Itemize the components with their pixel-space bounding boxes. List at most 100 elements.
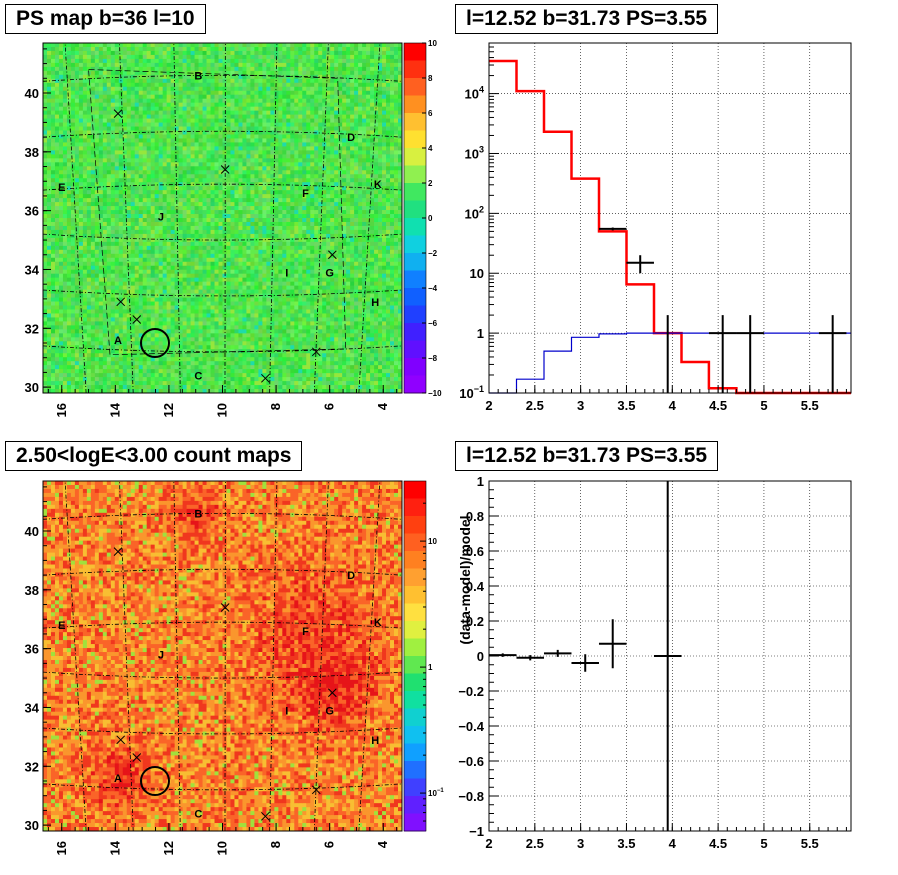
spectrum-x-tick-label: 3 xyxy=(577,398,584,413)
count-map-source-cross xyxy=(113,547,123,556)
spectrum-y-tick-label: 1 xyxy=(477,326,484,341)
colorbar-cell xyxy=(404,95,426,114)
model-total-line xyxy=(489,59,851,395)
colorbar-cell xyxy=(404,621,426,639)
count-map-colorbar: 10 1 10−1 xyxy=(403,480,444,832)
count-map-y-tick-label: 38 xyxy=(25,583,39,598)
count-map-colorbar-label: 1 xyxy=(428,663,433,672)
ps-map-colorbar-label: 8 xyxy=(428,74,433,83)
residual-y-tick-label: −0.4 xyxy=(458,719,484,734)
colorbar-cell xyxy=(404,218,426,236)
residual-x-tick-label: 4.5 xyxy=(709,836,727,851)
ps-map-source-label: A xyxy=(114,335,122,347)
residual-y-tick-label: 0 xyxy=(477,649,484,664)
colorbar-cell xyxy=(404,165,426,184)
ps-map-colorbar-label: 4 xyxy=(428,144,433,153)
grid-longitude-line xyxy=(173,480,181,832)
ps-map-x-tick-label: 10 xyxy=(215,403,230,417)
count-map-y-tick-label: 30 xyxy=(25,818,39,833)
spectrum-title: l=12.52 b=31.73 PS=3.55 xyxy=(455,4,719,34)
ps-map-y-tick-label: 38 xyxy=(25,145,39,160)
ps-map-colorbar-label: 10 xyxy=(428,39,437,48)
colorbar-cell xyxy=(404,638,426,657)
spectrum-y-tick-label: 10−1 xyxy=(459,384,484,401)
colorbar-cell xyxy=(404,323,426,341)
count-map: B D E F K J I G H A C 16 14 12 10 8 6 4 40 38 36 34 32 30 10 1 10−… xyxy=(25,480,444,855)
count-map-source-label: J xyxy=(158,650,164,662)
colorbar-cell xyxy=(404,113,426,131)
residual-x-tick-label: 3 xyxy=(577,836,584,851)
residual-y-tick-label: −0.2 xyxy=(458,684,484,699)
grid-latitude-line xyxy=(42,513,403,520)
residual-x-tick-label: 3.5 xyxy=(617,836,635,851)
colorbar-cell xyxy=(404,148,426,166)
count-map-title: 2.50<logE<3.00 count maps xyxy=(5,441,303,471)
spectrum-y-tick-label: 102 xyxy=(465,204,484,221)
ps-map-colorbar-label: −2 xyxy=(428,249,438,258)
colorbar-cell xyxy=(404,375,426,394)
grid-latitude-line xyxy=(42,783,403,791)
grid-latitude-line xyxy=(42,130,403,138)
colorbar-cell xyxy=(404,586,426,604)
colorbar-cell xyxy=(404,305,426,324)
residual-x-tick-label: 5 xyxy=(760,836,767,851)
residual-title: l=12.52 b=31.73 PS=3.55 xyxy=(455,441,719,471)
count-map-source-circle xyxy=(139,766,170,796)
spectrum-frame xyxy=(488,42,852,394)
ps-map-colorbar-label: 0 xyxy=(428,214,433,223)
ps-map-title: PS map b=36 l=10 xyxy=(5,4,206,34)
ps-map-colorbar-label: −8 xyxy=(428,354,438,363)
count-map-colorbar-label: 10−1 xyxy=(428,788,444,798)
ps-map-colorbar-label: −4 xyxy=(428,284,438,293)
residual-x-tick-label: 2.5 xyxy=(526,836,544,851)
colorbar-cell xyxy=(404,200,426,219)
spectrum-x-tick-label: 4 xyxy=(669,398,677,413)
ps-map-colorbar-label: −10 xyxy=(428,389,442,398)
grid-longitude-line xyxy=(173,42,181,394)
colorbar-cell xyxy=(404,533,426,552)
count-map-source-label: B xyxy=(194,508,202,520)
ps-map-y-tick-label: 34 xyxy=(25,262,40,277)
colorbar-cell xyxy=(404,796,426,814)
colorbar-cell xyxy=(404,673,426,692)
colorbar-cell xyxy=(404,743,426,762)
ps-map-source-circle xyxy=(139,328,170,358)
count-map-y-tick-label: 34 xyxy=(25,700,40,715)
ps-map-source-label: D xyxy=(347,132,355,144)
colorbar-cell xyxy=(404,183,426,201)
ps-map-source-label: I xyxy=(285,267,288,279)
count-map-source-cross xyxy=(132,753,142,762)
count-map-source-label: H xyxy=(371,735,379,747)
colorbar-cell xyxy=(404,340,426,359)
colorbar-cell xyxy=(404,778,426,797)
ps-map-y-tick-label: 36 xyxy=(25,204,39,219)
grid-latitude-line xyxy=(42,568,403,576)
count-map-source-label: E xyxy=(58,620,65,632)
count-map-source-label: A xyxy=(114,773,122,785)
grid-longitude-line xyxy=(119,42,134,394)
ps-map-source-label: K xyxy=(374,179,382,191)
colorbar-cell xyxy=(404,481,426,499)
ps-map-source-label: C xyxy=(194,370,202,382)
count-map-source-label: G xyxy=(325,705,334,717)
grid-longitude-line xyxy=(313,480,329,832)
residual-y-tick-label: 1 xyxy=(477,474,484,489)
colorbar-cell xyxy=(404,130,426,149)
count-map-source-cross xyxy=(116,735,126,745)
ps-map-x-tick-label: 8 xyxy=(268,403,283,410)
ps-map-colorbar: 10 8 6 4 2 0 −2 −4 −6 −8 −10 xyxy=(403,39,442,398)
colorbar-cell xyxy=(404,708,426,727)
ps-map: B D E F K J I G H A C 16 14 12 10 8 6 4 40 38 36 34 32 30 10 8 6 4 2… xyxy=(25,39,443,417)
grid-longitude-line xyxy=(269,42,278,394)
model-background-line xyxy=(489,332,851,394)
count-map-x-tick-label: 14 xyxy=(107,840,122,855)
ps-map-colorbar-label: −6 xyxy=(428,319,438,328)
count-map-coordinate-grid xyxy=(42,480,403,832)
spectrum-x-tick-label: 5 xyxy=(760,398,767,413)
colorbar-frame xyxy=(403,480,427,832)
residual-y-axis-label: (data-model)/model xyxy=(457,515,473,644)
residual-x-tick-label: 2 xyxy=(485,836,492,851)
colorbar-cell xyxy=(404,253,426,271)
residual-y-tick-label: 0.4 xyxy=(466,579,485,594)
ps-map-source-label: J xyxy=(158,212,164,224)
